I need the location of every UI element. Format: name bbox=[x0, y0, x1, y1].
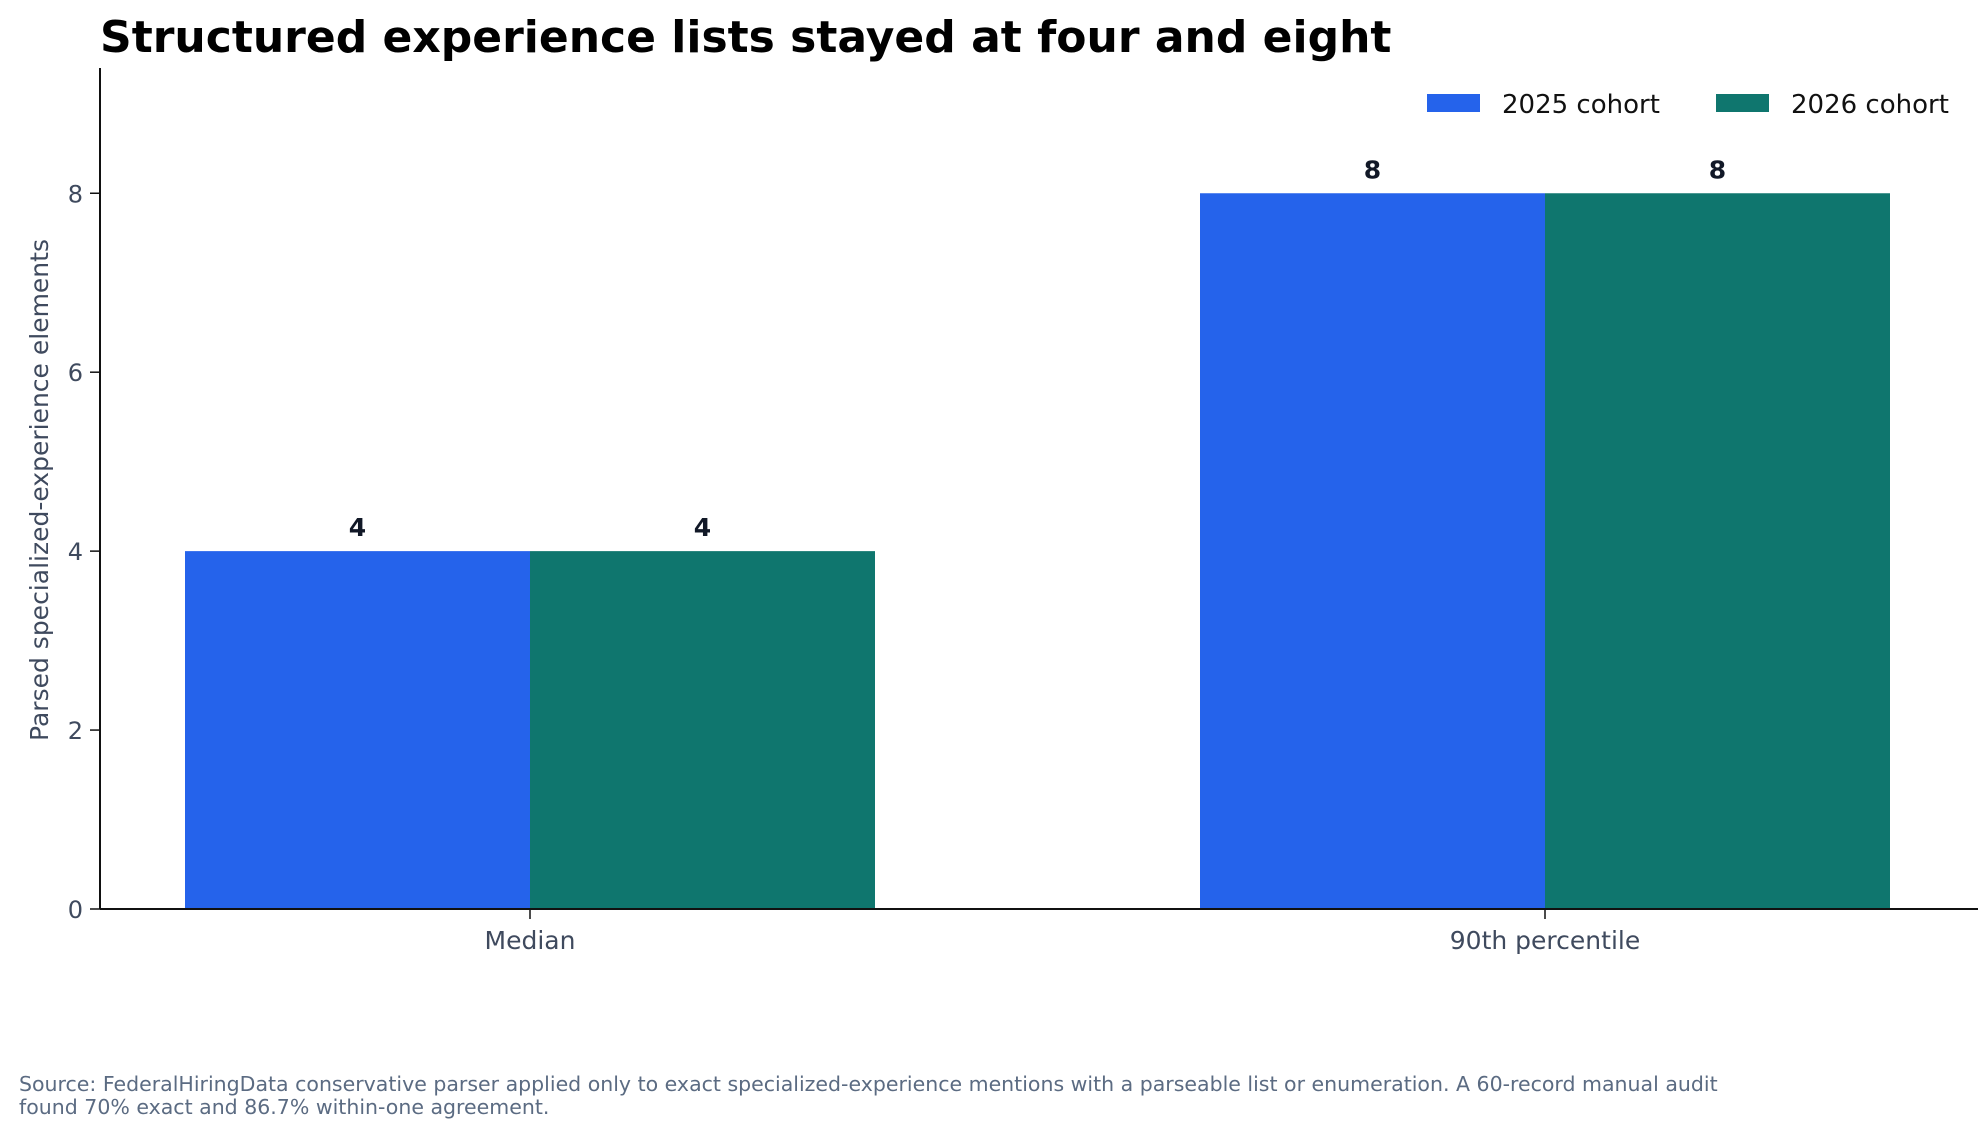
data-label: 8 bbox=[1364, 155, 1381, 184]
x-tick-label: Median bbox=[485, 926, 576, 955]
y-tick-label: 2 bbox=[68, 717, 83, 745]
bar bbox=[1200, 193, 1545, 910]
bar bbox=[530, 551, 875, 909]
y-tick-label: 0 bbox=[68, 896, 83, 924]
chart-title: Structured experience lists stayed at fo… bbox=[100, 12, 1391, 63]
legend-label: 2026 cohort bbox=[1791, 90, 1949, 120]
bar bbox=[1545, 193, 1890, 910]
source-note: Source: FederalHiringData conservative p… bbox=[19, 1072, 1718, 1119]
legend-swatch bbox=[1716, 94, 1769, 112]
bar bbox=[185, 551, 530, 909]
legend-label: 2025 cohort bbox=[1502, 90, 1660, 120]
legend-swatch bbox=[1427, 94, 1480, 112]
data-label: 4 bbox=[349, 513, 366, 542]
y-tick-label: 4 bbox=[68, 538, 83, 566]
y-tick-label: 6 bbox=[68, 359, 83, 387]
x-tick-label: 90th percentile bbox=[1450, 926, 1640, 955]
data-label: 8 bbox=[1709, 155, 1726, 184]
y-tick-label: 8 bbox=[68, 180, 83, 208]
plot-area: 0 2 4 6 8 4 4 Median 8 8 90th percentile bbox=[68, 68, 1978, 955]
data-label: 4 bbox=[694, 513, 711, 542]
legend: 2025 cohort 2026 cohort bbox=[1427, 90, 1949, 120]
y-axis-label: Parsed specialized-experience elements bbox=[25, 239, 54, 741]
